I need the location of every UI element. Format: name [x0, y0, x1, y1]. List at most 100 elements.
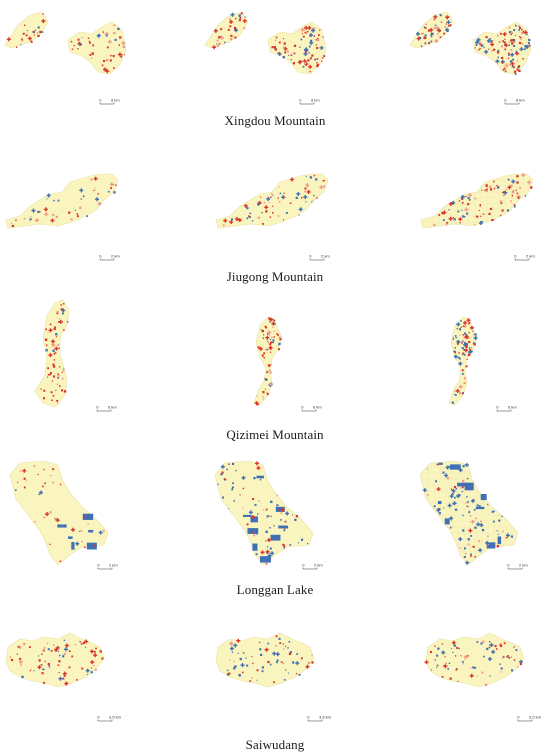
cell-mark [89, 42, 91, 44]
land-area [9, 460, 109, 566]
land-area [4, 11, 49, 49]
cell-mark [504, 38, 506, 41]
cell-mark [468, 322, 471, 324]
hotspot-marker [240, 663, 245, 668]
cell-mark [123, 54, 126, 56]
cell-mark [468, 198, 471, 201]
cell-mark [493, 180, 495, 183]
cell-mark [494, 49, 496, 51]
map-panel: 0 3.5 km [0, 625, 160, 725]
cell-mark [442, 471, 445, 474]
cell-mark [105, 34, 108, 37]
cell-mark [463, 216, 466, 218]
cell-mark [311, 661, 314, 664]
cell-mark [496, 51, 500, 54]
cell-mark [21, 38, 23, 40]
cell-mark [66, 321, 69, 323]
cell-mark [501, 209, 504, 212]
cell-mark [496, 530, 498, 532]
cell-mark [222, 496, 224, 499]
cell-mark [527, 42, 530, 45]
cell-mark [422, 32, 425, 35]
jiugong-map-1: 0 2 km [5, 173, 120, 261]
cell-mark [278, 344, 280, 346]
hotspot-marker [22, 468, 27, 473]
cell-mark [304, 31, 307, 34]
cell-mark [57, 199, 60, 202]
hotspot-marker [521, 173, 526, 178]
cell-mark [252, 220, 254, 222]
hotspot-marker [464, 335, 469, 340]
cell-mark [42, 668, 45, 671]
cell-mark [253, 544, 255, 547]
hotspot-marker [243, 203, 248, 208]
hotspot-marker [236, 638, 241, 643]
cell-mark [239, 494, 241, 496]
cell-mark [235, 469, 237, 472]
cell-mark [521, 32, 524, 35]
cell-mark [268, 201, 270, 204]
hotspot-marker [41, 19, 46, 24]
cell-mark [266, 371, 269, 374]
cell-mark [25, 480, 27, 482]
cell-mark [30, 39, 32, 42]
cell-mark [79, 206, 82, 209]
scale-bar: 0 2 km [99, 254, 120, 261]
hotspot-marker [300, 27, 305, 32]
cell-mark [278, 186, 280, 188]
cell-mark [421, 33, 423, 35]
cell-mark [292, 61, 295, 65]
cell-mark [76, 213, 79, 215]
cell-mark [269, 341, 272, 344]
cell-mark [502, 40, 505, 43]
cell-mark [269, 371, 272, 374]
cell-mark [58, 660, 61, 663]
cell-mark [288, 652, 292, 656]
cell-mark [40, 663, 43, 666]
cell-mark [256, 679, 258, 681]
hotspot-marker [303, 195, 308, 200]
cell-mark [501, 56, 504, 60]
hotspot-marker [260, 550, 265, 555]
cell-mark [50, 391, 53, 394]
hotspot-marker [476, 37, 481, 42]
cell-mark [500, 45, 504, 48]
cell-mark [300, 38, 303, 41]
cell-mark [115, 184, 117, 186]
cell-mark [502, 530, 504, 533]
cell-mark [461, 347, 464, 350]
cell-mark [465, 553, 467, 555]
cell-mark [283, 529, 286, 532]
cell-mark [57, 200, 59, 202]
cell-mark [466, 212, 469, 215]
hotspot-marker [85, 668, 90, 673]
cell-mark [63, 652, 66, 656]
hotspot-marker [54, 647, 59, 652]
cell-mark [60, 308, 63, 311]
hotspot-marker [55, 645, 60, 650]
cell-mark [249, 212, 251, 215]
scale-start-label: 0 [99, 254, 102, 259]
site-label: Xingdou Mountain [224, 113, 326, 128]
cell-mark [266, 546, 269, 548]
hotspot-marker [237, 218, 242, 223]
cell-mark [261, 354, 264, 357]
cell-mark [463, 341, 466, 344]
cell-mark [474, 556, 476, 558]
hotspot-marker [62, 671, 67, 676]
cell-mark [506, 656, 508, 658]
hotspot-marker [269, 382, 274, 387]
cell-mark [457, 389, 459, 391]
hotspot-marker [469, 673, 474, 678]
cell-mark [513, 29, 516, 32]
scale-end-label: 2 km [321, 254, 330, 259]
cell-mark [519, 187, 522, 190]
cell-mark [461, 490, 464, 493]
cell-mark [262, 337, 265, 339]
cell-mark [63, 639, 66, 642]
cell-mark [23, 486, 26, 489]
hotspot-marker [220, 464, 225, 469]
cell-mark [489, 641, 491, 643]
cell-mark [273, 525, 275, 527]
cell-mark [99, 650, 102, 653]
